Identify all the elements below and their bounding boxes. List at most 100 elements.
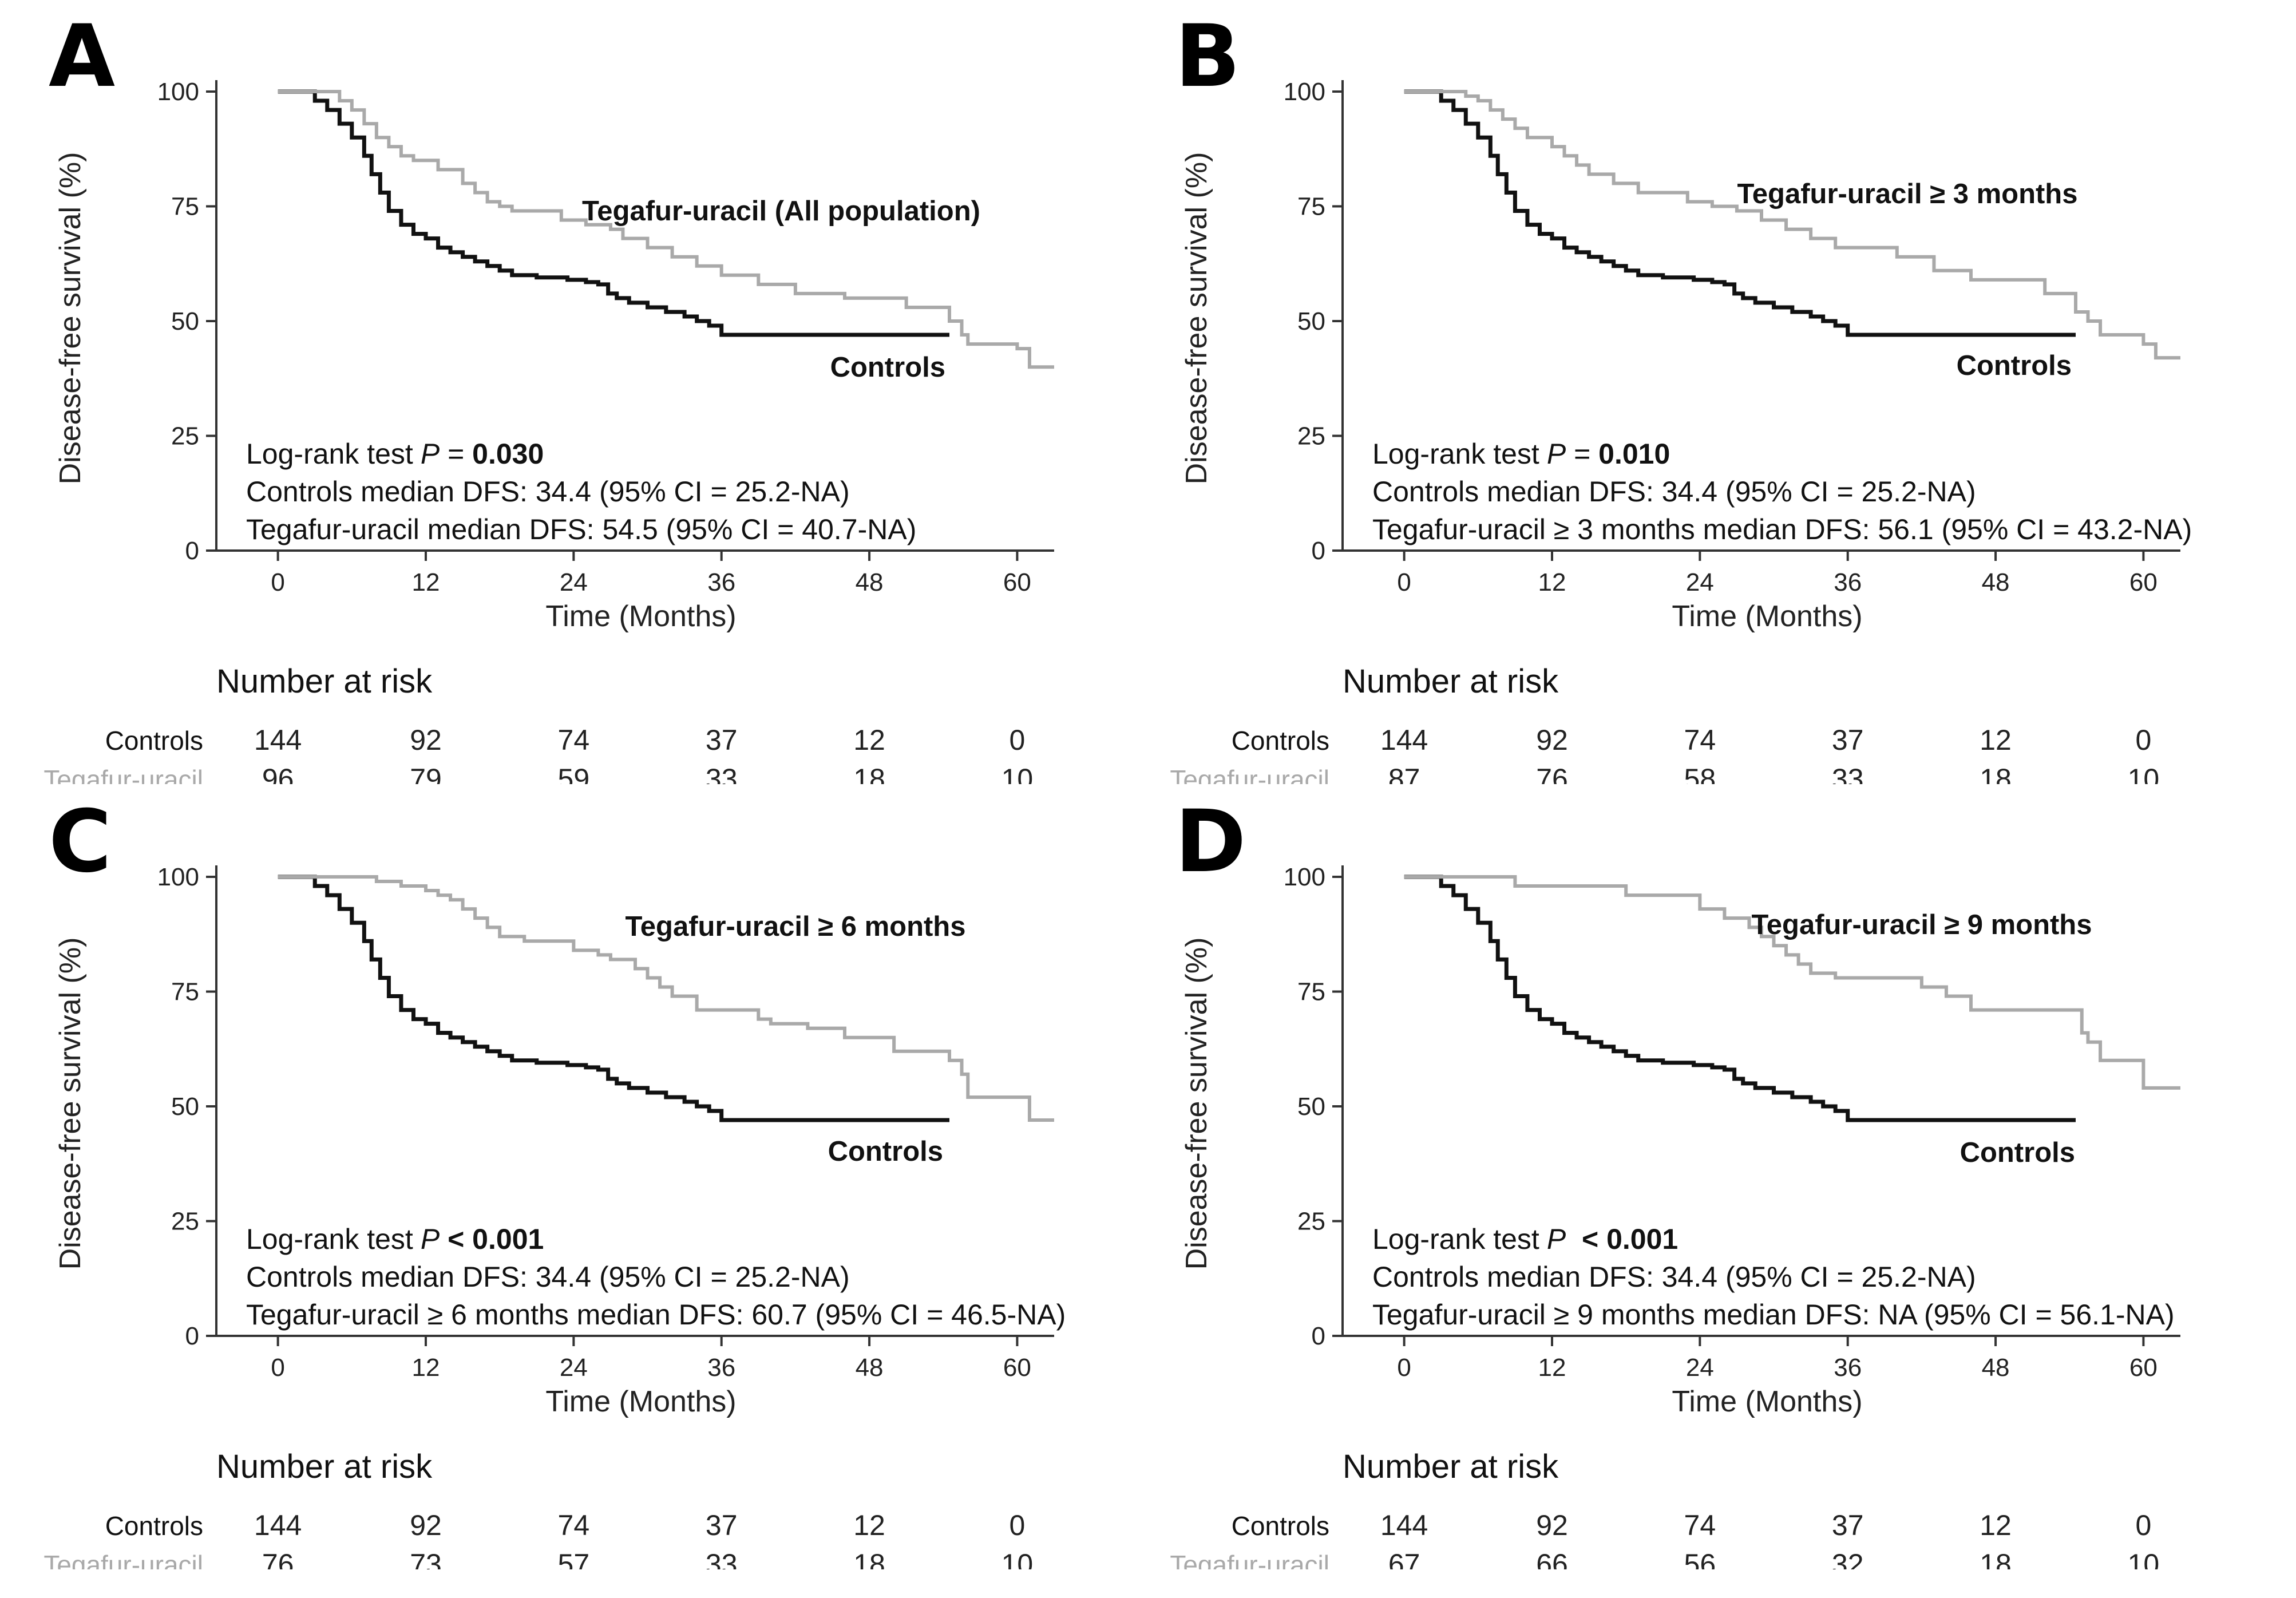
risk-count: 12 <box>853 724 885 756</box>
risk-count: 76 <box>262 1548 294 1569</box>
km-curve-tegafur-uracil <box>278 875 1054 1122</box>
x-tick-label: 48 <box>1982 568 2010 596</box>
risk-count: 18 <box>1980 763 2012 784</box>
x-tick-label: 12 <box>1538 568 1566 596</box>
p-symbol: P <box>1547 438 1566 470</box>
treatment-median-text: Tegafur-uracil ≥ 3 months median DFS: 56… <box>1372 513 2192 545</box>
risk-count: 144 <box>254 724 302 756</box>
x-tick-label: 24 <box>560 568 588 596</box>
x-tick-label: 24 <box>1686 568 1714 596</box>
p-value: < 0.001 <box>448 1223 544 1255</box>
logrank-label: Log-rank test <box>1372 438 1539 470</box>
y-tick-label: 50 <box>1297 1093 1325 1121</box>
x-tick-label: 12 <box>1538 1354 1566 1382</box>
x-tick-label: 12 <box>412 568 440 596</box>
logrank-label: Log-rank test <box>1372 1223 1539 1255</box>
risk-count: 10 <box>2128 1548 2160 1569</box>
x-tick-label: 0 <box>1397 1354 1411 1382</box>
controls-curve-label: Controls <box>1960 1137 2075 1168</box>
risk-row-name-tegafur-uracil: Tegafur-uracil <box>43 1550 203 1569</box>
risk-row-name-tegafur-uracil: Tegafur-uracil <box>1170 1550 1329 1569</box>
km-panel-b: B 0 25 50 75 100 0 12 24 36 48 60 Time (Months) Disea… <box>1126 0 2248 784</box>
km-curve-tegafur-uracil <box>1404 875 2180 1090</box>
risk-count: 37 <box>706 1509 738 1541</box>
y-axis-title: Disease-free survival (%) <box>54 938 87 1270</box>
p-symbol: P <box>421 438 440 470</box>
risk-count: 33 <box>1832 763 1864 784</box>
controls-curve-label: Controls <box>830 352 945 383</box>
x-tick-label: 36 <box>707 568 735 596</box>
x-tick-label: 60 <box>2129 1354 2158 1382</box>
risk-count: 0 <box>1010 724 1026 756</box>
risk-count: 74 <box>1684 1509 1716 1541</box>
risk-count: 33 <box>706 1548 738 1569</box>
x-tick-label: 48 <box>1982 1354 2010 1382</box>
y-axis-title: Disease-free survival (%) <box>54 152 87 485</box>
logrank-line: Log-rank test P = 0.030 <box>246 438 544 470</box>
y-tick-label: 75 <box>171 978 199 1006</box>
treatment-curve-label: Tegafur-uracil (All population) <box>582 196 980 227</box>
risk-count: 74 <box>558 1509 590 1541</box>
km-curve-tegafur-uracil <box>278 90 1054 369</box>
panel-letter: D <box>1175 792 1246 892</box>
x-tick-label: 60 <box>2129 568 2158 596</box>
risk-count: 74 <box>1684 724 1716 756</box>
risk-count: 10 <box>1001 763 1034 784</box>
km-curve-tegafur-uracil <box>1404 90 2180 360</box>
x-axis-title: Time (Months) <box>545 600 736 633</box>
risk-count: 87 <box>1388 763 1420 784</box>
risk-count: 96 <box>262 763 294 784</box>
y-tick-label: 0 <box>185 1322 199 1350</box>
p-equals: = <box>1566 438 1598 470</box>
risk-count: 58 <box>1684 763 1716 784</box>
km-panel-c: C 0 25 50 75 100 0 12 24 36 48 60 Time (Months) Disea… <box>0 785 1122 1569</box>
risk-count: 57 <box>558 1548 590 1569</box>
risk-count: 92 <box>410 1509 442 1541</box>
y-tick-label: 25 <box>1297 1208 1325 1236</box>
treatment-median-text: Tegafur-uracil ≥ 6 months median DFS: 60… <box>246 1299 1066 1331</box>
risk-count: 73 <box>410 1548 442 1569</box>
risk-count: 18 <box>853 763 885 784</box>
risk-count: 92 <box>410 724 442 756</box>
x-tick-label: 60 <box>1003 568 1031 596</box>
risk-count: 37 <box>1832 724 1864 756</box>
risk-count: 144 <box>1380 1509 1428 1541</box>
y-tick-label: 0 <box>1312 1322 1325 1350</box>
treatment-curve-label: Tegafur-uracil ≥ 9 months <box>1751 909 2092 940</box>
y-tick-label: 0 <box>185 537 199 565</box>
km-curve-controls <box>278 89 949 337</box>
km-panel-d: D 0 25 50 75 100 0 12 24 36 48 60 Time (Months) Disea… <box>1126 785 2248 1569</box>
x-tick-label: 0 <box>1397 568 1411 596</box>
risk-count: 33 <box>706 763 738 784</box>
controls-median-text: Controls median DFS: 34.4 (95% CI = 25.2… <box>246 1261 850 1293</box>
y-tick-label: 50 <box>171 1093 199 1121</box>
p-equals: = <box>440 438 472 470</box>
risk-table-title: Number at risk <box>216 1448 433 1485</box>
risk-row-name-controls: Controls <box>1232 726 1329 756</box>
logrank-line: Log-rank test P < 0.001 <box>1372 1223 1678 1255</box>
controls-median-text: Controls median DFS: 34.4 (95% CI = 25.2… <box>246 476 850 508</box>
risk-count: 92 <box>1536 1509 1568 1541</box>
x-tick-label: 0 <box>271 568 284 596</box>
risk-count: 10 <box>1001 1548 1034 1569</box>
treatment-median-text: Tegafur-uracil median DFS: 54.5 (95% CI … <box>246 513 916 545</box>
y-axis-title: Disease-free survival (%) <box>1180 152 1213 485</box>
x-tick-label: 60 <box>1003 1354 1031 1382</box>
risk-count: 74 <box>558 724 590 756</box>
y-tick-label: 50 <box>171 307 199 335</box>
controls-curve-label: Controls <box>1957 350 2072 381</box>
controls-median-text: Controls median DFS: 34.4 (95% CI = 25.2… <box>1372 1261 1976 1293</box>
p-value: < 0.001 <box>1582 1223 1678 1255</box>
risk-table-title: Number at risk <box>1343 1448 1559 1485</box>
risk-count: 144 <box>254 1509 302 1541</box>
risk-count: 12 <box>1980 1509 2012 1541</box>
x-axis-title: Time (Months) <box>545 1385 736 1418</box>
y-tick-label: 0 <box>1312 537 1325 565</box>
panel-letter: A <box>49 7 115 106</box>
logrank-label: Log-rank test <box>246 438 413 470</box>
y-tick-label: 100 <box>157 863 199 891</box>
panel-letter: C <box>49 792 112 892</box>
